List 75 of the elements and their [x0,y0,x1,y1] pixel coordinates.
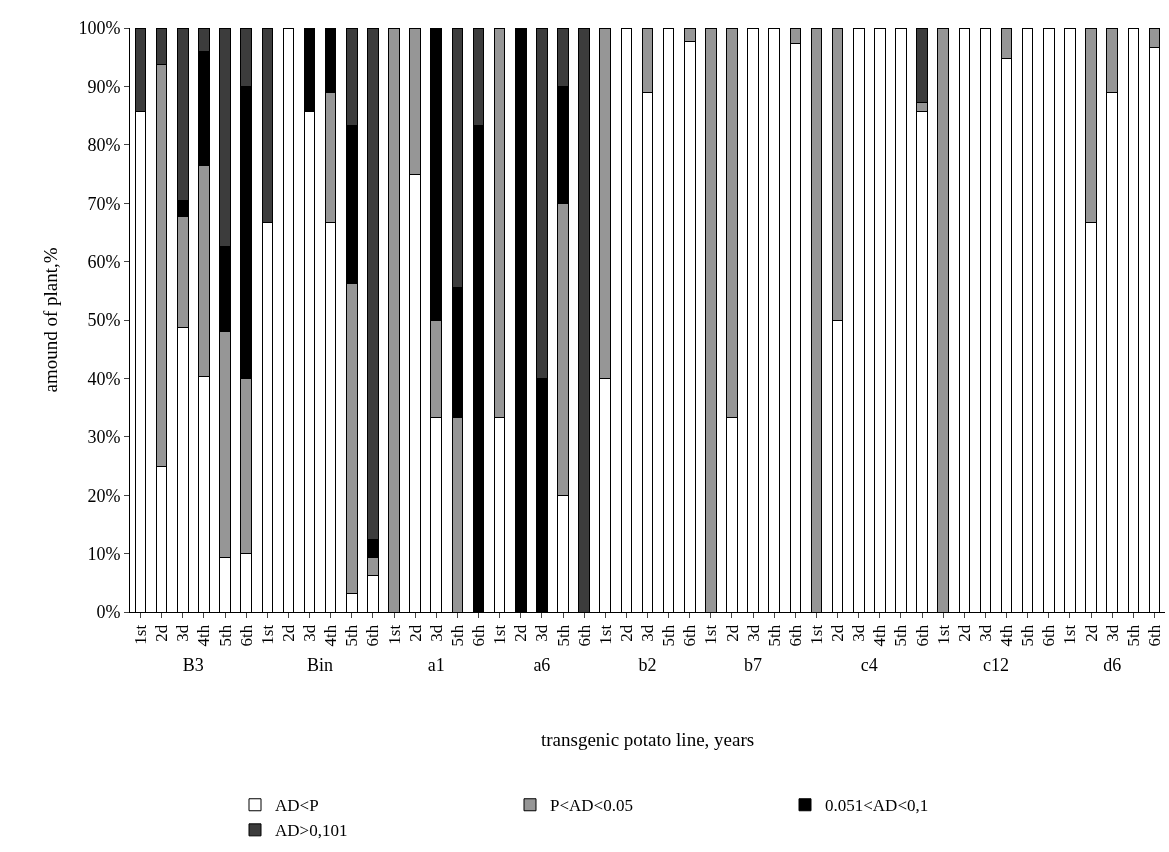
x-tick-label: 2d [278,624,298,642]
x-tick-label: 3d [849,624,869,642]
x-tick-label: 6th [785,624,805,647]
x-axis-title: Bin [307,654,334,675]
x-tick-label: 2d [511,624,531,642]
x-tick-label: 4th [870,624,890,647]
x-axis-title: a1 [427,654,445,675]
y-tick-label: 40% [87,368,121,389]
x-tick-label: 5th [1018,624,1038,647]
x-tick-label: 5th [764,624,784,647]
x-tick-label: 5th [215,624,235,647]
x-tick-label: 6th [1144,624,1164,647]
x-tick-label: 5th [891,624,911,647]
x-tick-label: 6th [1039,624,1059,647]
x-tick-label: 3d [638,624,658,642]
x-tick-label: 1st [257,624,277,645]
x-tick-label: 6th [912,624,932,647]
y-tick-label: 80% [87,135,121,156]
x-tick-label: 1st [595,624,615,645]
x-tick-label: 1st [384,624,404,645]
x-tick-label: 2d [1081,624,1101,642]
x-tick-label: 5th [659,624,679,647]
x-tick-label: 6th [680,624,700,647]
x-tick-label: 2d [954,624,974,642]
x-tick-label: 6th [574,624,594,647]
x-tick-label: 4th [321,624,341,647]
x-tick-label: 6th [469,624,489,647]
y-tick-label: 30% [87,427,121,448]
x-tick-label: 1st [807,624,826,645]
x-axis-title: d6 [1103,654,1122,675]
x-axis-title: a6 [533,654,551,675]
x-tick-label: 5th [342,624,362,647]
x-tick-label: 4th [194,624,214,647]
y-tick-label: 100% [78,18,121,39]
x-tick-label: 3d [975,624,995,642]
x-tick-label: 3d [532,624,552,642]
x-tick-label: 3d [426,624,446,642]
x-tick-label: 5th [1123,624,1143,647]
x-axis-title: c12 [983,654,1010,675]
x-tick-label: 5th [553,624,573,647]
x-tick-label: 2d [152,624,172,642]
x-tick-label: 6th [363,624,383,647]
y-tick-label: 60% [87,251,121,272]
legend-label: AD>0,101 [275,821,348,841]
y-tick-label: 0% [96,602,121,623]
x-tick-label: 2d [722,624,742,642]
y-axis-title: amound of plant,% [40,247,62,393]
legend-label: AD<P [275,796,319,816]
x-axis-title: B3 [182,654,204,675]
legend-label: 0.051<AD<0,1 [825,796,929,816]
y-tick-label: 20% [87,485,121,506]
x-tick-label: 4th [997,624,1017,647]
x-tick-label: 2d [405,624,425,642]
x-tick-label: 2d [616,624,636,642]
x-tick-label: 3d [1102,624,1122,642]
x-tick-label: 1st [701,624,721,645]
x-tick-label: 6th [236,624,256,647]
x-tick-label: 5th [447,624,467,647]
x-axis-title: b2 [638,654,657,675]
x-tick-label: 3d [300,624,320,642]
x-tick-label: 1st [1060,624,1080,645]
y-tick-label: 10% [87,543,121,564]
x-axis-title: b7 [744,654,763,675]
x-tick-label: 1st [490,624,510,645]
x-tick-label: 1st [131,624,151,645]
x-tick-label: 3d [743,624,763,642]
y-tick-label: 70% [87,193,121,214]
legend-label: P<AD<0.05 [550,796,633,816]
text: transgenic potato line, years [541,729,755,750]
y-tick-label: 90% [87,76,121,97]
x-axis-title: c4 [860,654,878,675]
x-tick-label: 1st [933,624,953,645]
y-tick-label: 50% [87,310,121,331]
x-tick-label: 3d [173,624,193,642]
x-tick-label: 2d [828,624,848,642]
